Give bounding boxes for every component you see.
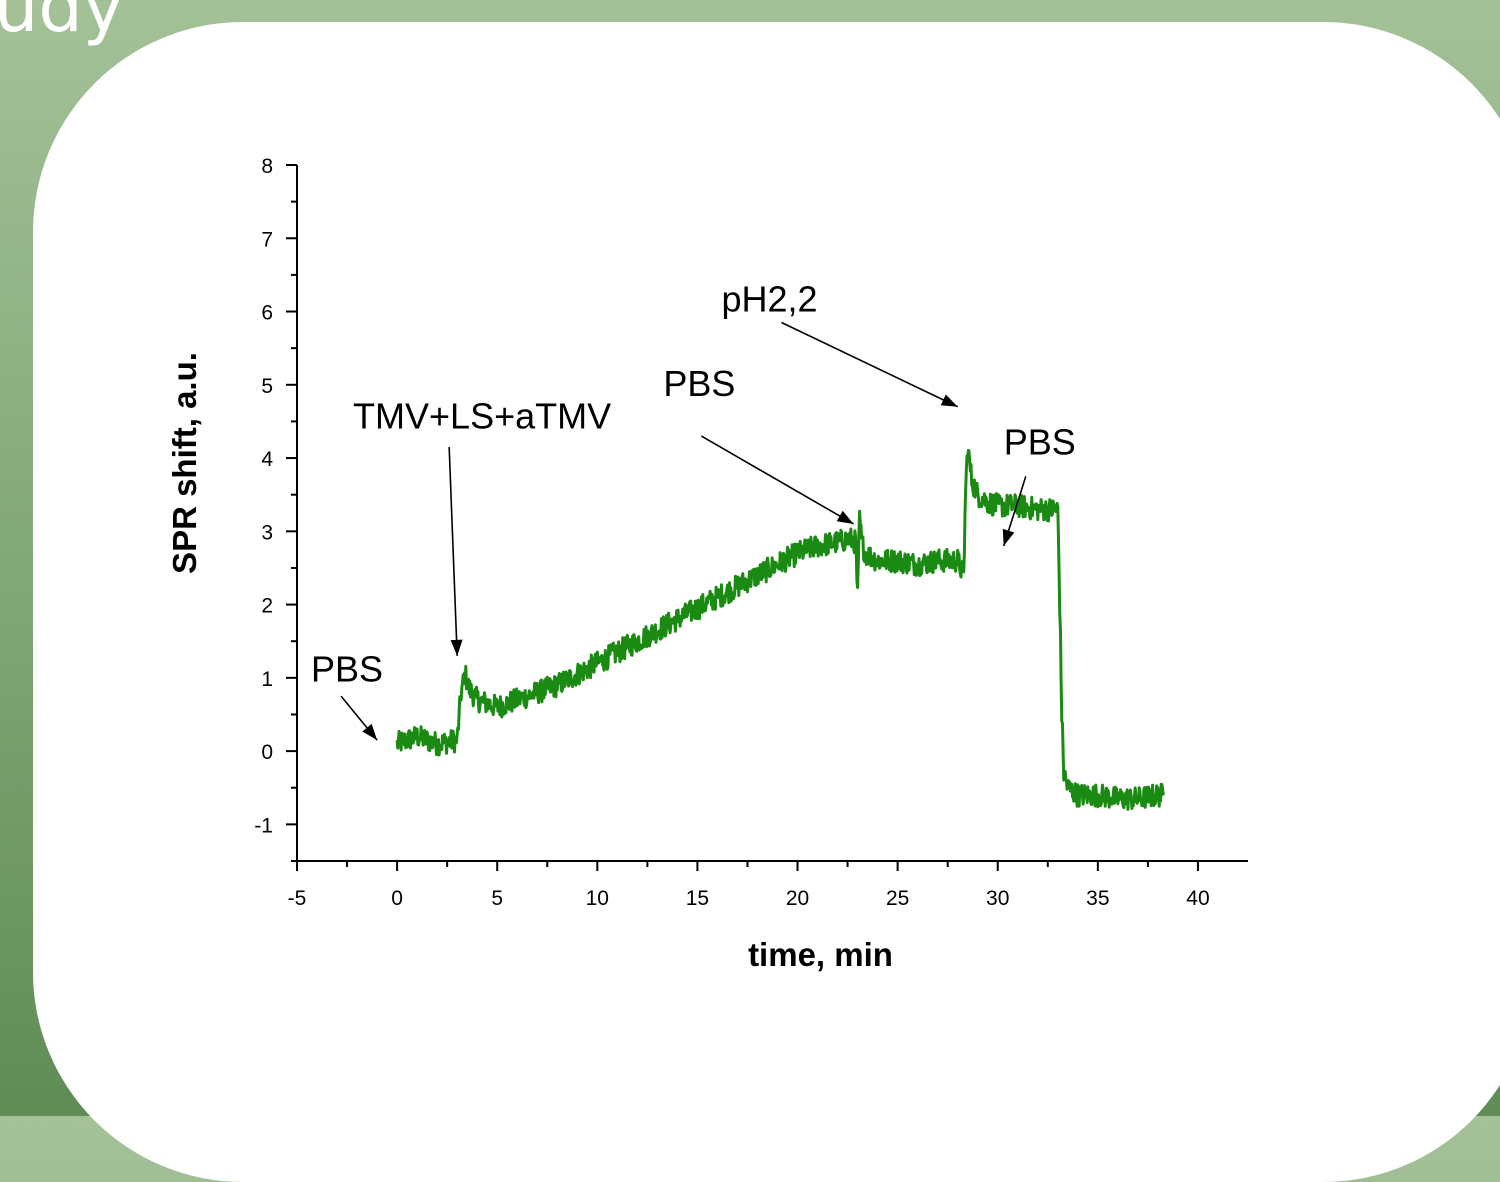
x-tick-label: 35	[1086, 887, 1109, 910]
chart-annotations: PBS TMV+LS+aTMV PBS pH2,2 PBS	[311, 279, 1076, 741]
y-tick-label: 6	[261, 302, 273, 325]
content-panel	[33, 22, 1500, 1182]
annotation-arrow-line	[448, 447, 458, 656]
annotation-label: PBS	[663, 363, 735, 404]
y-axis-title: SPR shift, a.u.	[166, 352, 203, 574]
chart-plot-area	[395, 448, 1166, 811]
annotation-arrow-line	[701, 435, 854, 525]
x-tick-label: 0	[391, 887, 403, 910]
annotation-arrow-head	[836, 510, 854, 524]
y-tick-label: 7	[261, 228, 273, 251]
annotation-label: TMV+LS+aTMV	[353, 396, 611, 437]
x-axis-title: time, min	[748, 936, 893, 973]
annotation-arrow-line	[781, 321, 959, 408]
y-tick-label: 5	[261, 375, 273, 398]
y-tick-label: 2	[261, 595, 273, 618]
annotation-label: pH2,2	[721, 279, 817, 320]
x-tick-label: 30	[986, 887, 1009, 910]
annotation-label: PBS	[311, 649, 383, 690]
x-tick-label: 5	[491, 887, 503, 910]
y-tick-label: -1	[254, 814, 273, 837]
x-tick-label: -5	[288, 887, 307, 910]
chart-axes: -5 0 5 10 15 20 25 30 35 40 -1 0 1 2 3 4 5 6 7 8	[254, 155, 1248, 910]
x-tick-label: 40	[1186, 887, 1209, 910]
series-line-0	[395, 448, 1166, 811]
annotation-label: PBS	[1004, 421, 1076, 462]
annotation-arrow-head	[1002, 528, 1015, 546]
x-tick-label: 15	[686, 887, 709, 910]
annotation-arrow-head	[940, 394, 958, 407]
y-tick-label: 8	[261, 155, 273, 178]
y-tick-label: 1	[261, 668, 273, 691]
spr-chart: -5 0 5 10 15 20 25 30 35 40 -1 0 1 2 3 4 5 6 7 8 PBS TMV+LS+…	[166, 155, 1248, 973]
y-tick-label: 0	[261, 741, 273, 764]
x-tick-label: 20	[786, 887, 809, 910]
y-tick-label: 3	[261, 521, 273, 544]
x-tick-label: 25	[886, 887, 909, 910]
annotation-arrow-head	[362, 723, 378, 741]
slide-title: udy	[0, 0, 125, 48]
y-tick-label: 4	[261, 448, 273, 471]
x-tick-label: 10	[586, 887, 609, 910]
annotation-arrow-head	[450, 639, 463, 656]
